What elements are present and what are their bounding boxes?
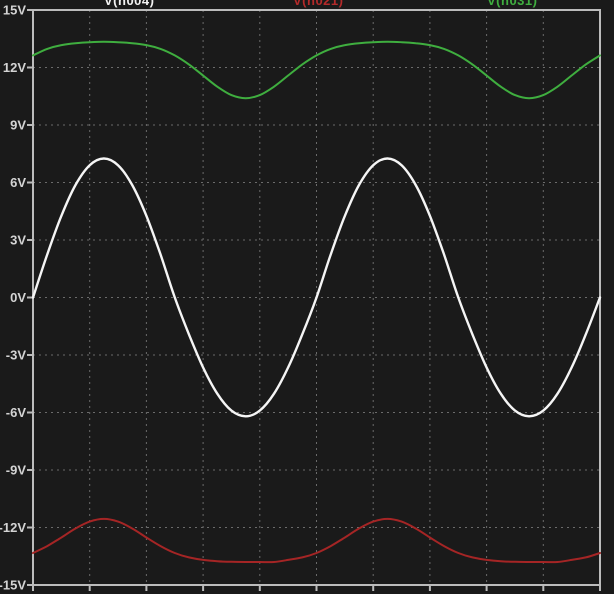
y-axis-tick-label: 3V — [10, 233, 26, 248]
y-axis-tick-label: 0V — [10, 290, 26, 305]
y-axis-tick-label: 9V — [10, 118, 26, 133]
legend-trace-2[interactable]: V(n021) — [293, 0, 344, 8]
trace-V(n031)[interactable] — [32, 40, 601, 100]
y-axis-tick-label: -12V — [0, 520, 26, 535]
y-axis-tick-label: -9V — [6, 463, 27, 478]
y-axis-tick-label: 6V — [10, 175, 26, 190]
y-axis-tick-label: 15V — [3, 3, 26, 18]
y-axis-tick-label: -15V — [0, 578, 26, 593]
trace-legend: V(n004) V(n021) V(n031) — [0, 0, 614, 8]
y-axis-tick-label: -3V — [6, 348, 27, 363]
legend-trace-1[interactable]: V(n004) — [104, 0, 155, 8]
y-axis-tick-label: -6V — [6, 405, 27, 420]
trace-V(n021)[interactable] — [32, 517, 601, 564]
trace-V(n004)[interactable] — [31, 157, 602, 418]
y-axis-tick-label: 12V — [3, 60, 26, 75]
legend-trace-3[interactable]: V(n031) — [487, 0, 538, 8]
